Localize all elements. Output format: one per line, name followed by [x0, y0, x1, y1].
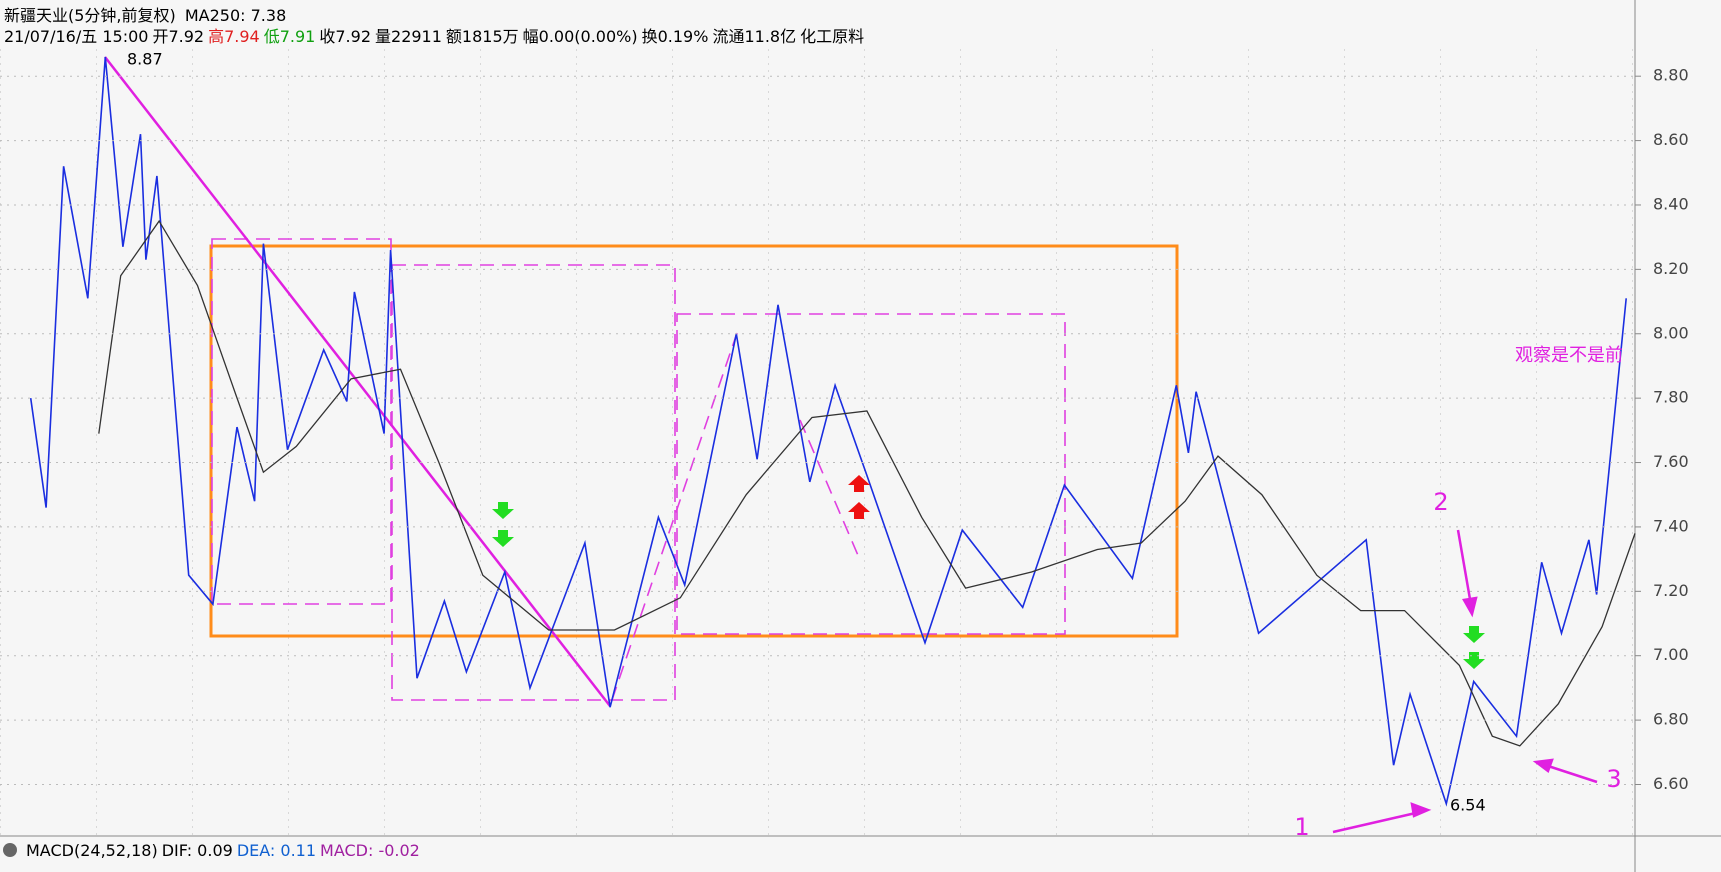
- signal-arrows: [492, 475, 1485, 669]
- info-item: 额1815万: [445, 27, 519, 46]
- y-tick-label: 7.40: [1653, 516, 1689, 535]
- series-layer: [29, 56, 1636, 807]
- y-tick-label: 6.60: [1653, 774, 1689, 793]
- y-tick-label: 8.60: [1653, 130, 1689, 149]
- info-item: 21/07/16/五 15:00: [4, 27, 149, 46]
- pointer-arrows: [1332, 529, 1598, 834]
- annotation: 3: [1606, 765, 1621, 793]
- y-tick-label: 8.80: [1653, 66, 1689, 85]
- macd_header-item: DIF: 0.09: [161, 841, 233, 860]
- info-item: 低7.91: [263, 27, 316, 46]
- y-tick-label: 8.40: [1653, 194, 1689, 213]
- annotation: 2: [1433, 488, 1448, 516]
- y-tick-label: 7.60: [1653, 452, 1689, 471]
- vertical-grid: [0, 44, 1635, 836]
- macd_header-item: DEA: 0.11: [236, 841, 317, 860]
- dashed-boxes: [211, 238, 1066, 701]
- y-tick-label: 7.80: [1653, 388, 1689, 407]
- series-line: [29, 56, 1627, 807]
- annotation: 6.54: [1450, 796, 1486, 815]
- macd-header: MACD(24,52,18) DIF: 0.09 DEA: 0.11 MACD: -0…: [26, 841, 424, 860]
- info-item: 开7.92: [152, 27, 205, 46]
- series-line: [98, 219, 1636, 747]
- y-tick-label: 8.00: [1653, 323, 1689, 342]
- y-tick-label: 7.20: [1653, 581, 1689, 600]
- macd_header-item: MACD: -0.02: [320, 841, 420, 860]
- y-tick-label: 8.20: [1653, 259, 1689, 278]
- info-item: 量22911: [375, 27, 442, 46]
- info-item: 幅0.00(0.00%): [522, 27, 638, 46]
- chart-title: 新疆天业(5分钟,前复权): [4, 6, 176, 25]
- info-item: 化工原料: [800, 27, 865, 46]
- info-line: 21/07/16/五 15:00 开7.92 高7.94 低7.91 收7.92 量229…: [4, 23, 868, 47]
- y-tick-label: 6.80: [1653, 710, 1689, 729]
- y-tick-label: 7.00: [1653, 645, 1689, 664]
- info-item: 换0.19%: [641, 27, 709, 46]
- info-item: 收7.92: [319, 27, 372, 46]
- range-box: [209, 244, 1179, 638]
- annotation: 观察是不是前: [1515, 345, 1623, 366]
- trend-line: [104, 56, 611, 707]
- macd_header-item: MACD(24,52,18): [26, 841, 158, 860]
- info-item: 流通11.8亿: [712, 27, 797, 46]
- info-item: 高7.94: [208, 27, 260, 46]
- header-line: 新疆天业(5分钟,前复权) MA250: 7.38: [4, 2, 290, 26]
- annotation: 1: [1294, 813, 1309, 841]
- collapse-button[interactable]: [3, 843, 17, 857]
- annotation: 8.87: [127, 50, 163, 69]
- indicator-label: MA250: 7.38: [184, 6, 287, 25]
